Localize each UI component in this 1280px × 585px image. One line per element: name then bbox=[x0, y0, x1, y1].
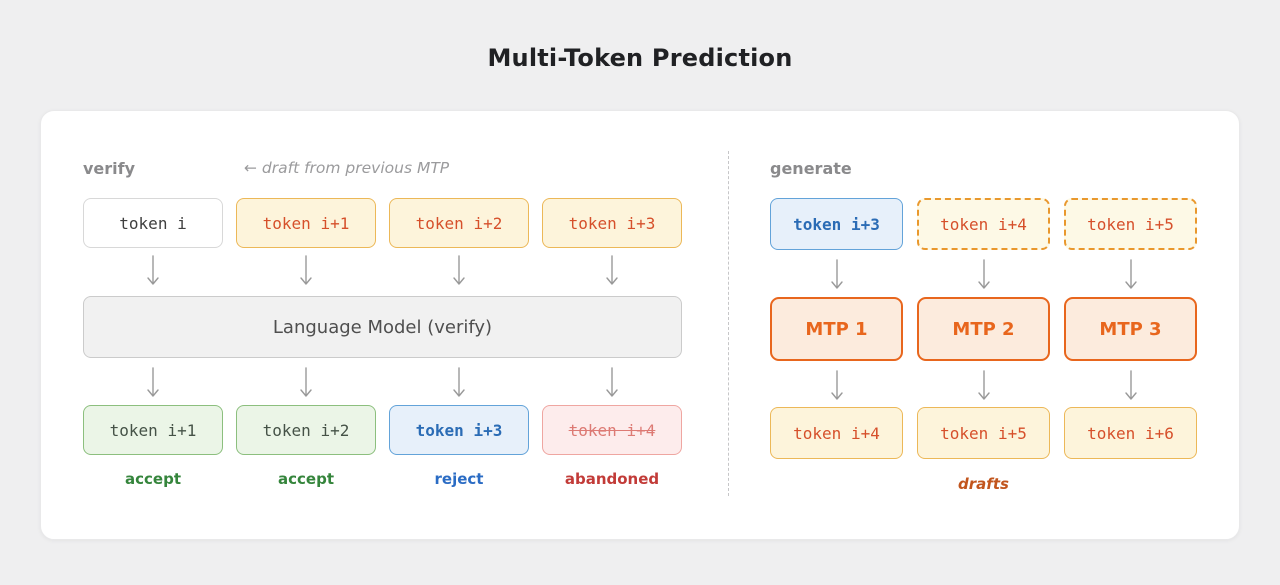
token-box-draft-output: token i+5 bbox=[917, 407, 1050, 459]
verify-output-row: token i+1 token i+2 token i+3 token i+4 bbox=[83, 405, 682, 455]
token-box-draft: token i+2 bbox=[389, 198, 529, 248]
page-title: Multi-Token Prediction bbox=[487, 44, 793, 72]
down-arrow-icon bbox=[1124, 370, 1137, 400]
status-label-accept: accept bbox=[278, 470, 334, 488]
arrow-cell bbox=[236, 254, 376, 288]
down-arrow-icon bbox=[453, 255, 465, 285]
mtp-module-box: MTP 2 bbox=[917, 297, 1050, 361]
verify-arrows-bottom bbox=[83, 366, 682, 400]
down-arrow-icon bbox=[830, 370, 843, 400]
mtp-module-box: MTP 1 bbox=[770, 297, 903, 361]
token-box-draft-output: token i+6 bbox=[1064, 407, 1197, 459]
arrow-cell bbox=[389, 254, 529, 288]
down-arrow-icon bbox=[606, 367, 618, 397]
token-box-rejected: token i+3 bbox=[389, 405, 529, 455]
mtp-module-row: MTP 1 MTP 2 MTP 3 bbox=[770, 297, 1197, 361]
arrow-cell bbox=[917, 258, 1050, 292]
arrow-cell bbox=[917, 369, 1050, 403]
mtp-module-box: MTP 3 bbox=[1064, 297, 1197, 361]
down-arrow-icon bbox=[977, 259, 990, 289]
verify-input-row: token i token i+1 token i+2 token i+3 bbox=[83, 198, 682, 248]
token-box-speculative: token i+5 bbox=[1064, 198, 1197, 250]
verify-section-label: verify bbox=[83, 159, 136, 178]
down-arrow-icon bbox=[1124, 259, 1137, 289]
language-model-verify-box: Language Model (verify) bbox=[83, 296, 682, 358]
status-label-reject: reject bbox=[434, 470, 484, 488]
down-arrow-icon bbox=[977, 370, 990, 400]
verify-status-row: accept accept reject abandoned bbox=[83, 469, 682, 489]
token-box-accepted: token i+2 bbox=[236, 405, 376, 455]
token-box-accepted: token i+1 bbox=[83, 405, 223, 455]
token-box-current: token i bbox=[83, 198, 223, 248]
down-arrow-icon bbox=[147, 255, 159, 285]
arrow-cell bbox=[542, 366, 682, 400]
verify-arrows-top bbox=[83, 254, 682, 288]
generate-section-label: generate bbox=[770, 159, 852, 178]
arrow-cell bbox=[83, 254, 223, 288]
draft-from-previous-mtp-hint: ← draft from previous MTP bbox=[244, 159, 450, 177]
generate-arrows-top bbox=[770, 258, 1197, 292]
token-box-speculative: token i+4 bbox=[917, 198, 1050, 250]
generate-output-row: token i+4 token i+5 token i+6 bbox=[770, 407, 1197, 459]
arrow-cell bbox=[83, 366, 223, 400]
down-arrow-icon bbox=[453, 367, 465, 397]
status-label-accept: accept bbox=[125, 470, 181, 488]
down-arrow-icon bbox=[830, 259, 843, 289]
drafts-caption: drafts bbox=[958, 475, 1009, 493]
arrow-cell bbox=[1064, 258, 1197, 292]
down-arrow-icon bbox=[606, 255, 618, 285]
down-arrow-icon bbox=[300, 367, 312, 397]
token-box-draft: token i+3 bbox=[542, 198, 682, 248]
token-box-context: token i+3 bbox=[770, 198, 903, 250]
arrow-cell bbox=[770, 369, 903, 403]
token-box-draft-output: token i+4 bbox=[770, 407, 903, 459]
down-arrow-icon bbox=[147, 367, 159, 397]
arrow-cell bbox=[770, 258, 903, 292]
generate-arrows-bottom bbox=[770, 369, 1197, 403]
token-box-abandoned: token i+4 bbox=[542, 405, 682, 455]
arrow-cell bbox=[1064, 369, 1197, 403]
generate-input-row: token i+3 token i+4 token i+5 bbox=[770, 198, 1197, 250]
status-label-abandoned: abandoned bbox=[564, 470, 660, 488]
token-box-draft: token i+1 bbox=[236, 198, 376, 248]
panel-divider bbox=[728, 151, 729, 496]
arrow-cell bbox=[236, 366, 376, 400]
arrow-cell bbox=[389, 366, 529, 400]
arrow-cell bbox=[542, 254, 682, 288]
diagram-card: verify ← draft from previous MTP token i… bbox=[40, 110, 1240, 540]
down-arrow-icon bbox=[300, 255, 312, 285]
